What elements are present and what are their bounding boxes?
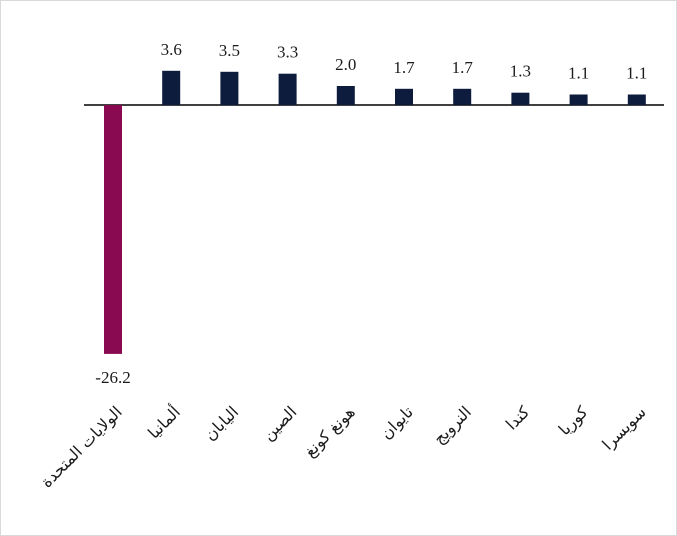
category-tick-label: تايوان [376,402,417,443]
category-tick-label: كوريا [555,402,593,440]
category-tick-label: ألمانيا [143,402,184,443]
category-tick-label: الولايات المتحدة [37,402,127,492]
bar [511,92,530,105]
category-tick-label: هونغ كونغ [300,402,359,461]
category-tick-label: النرويج [429,402,475,448]
bar-value-label: 1.7 [393,58,415,77]
bar-value-label: 1.7 [452,58,474,77]
bar [453,88,472,105]
category-tick-label: الصين [259,402,302,445]
bar [336,86,355,105]
bars-group [104,70,646,354]
value-labels-group: -26.2 3.6 3.5 3.3 2.0 1.7 1.7 1.3 1.1 1.1 [95,40,647,387]
bar [395,88,413,105]
bar [162,70,181,105]
bar [104,105,122,354]
bar-value-label: 3.6 [161,40,182,59]
bar-value-label: -26.2 [95,368,130,387]
category-tick-label: اليابان [200,402,242,444]
bar [278,73,297,105]
bar-value-label: 3.3 [277,43,298,62]
category-labels-group: الولايات المتحدة ألمانيا اليابان الصين هونغ … [37,402,650,492]
bar [220,71,239,106]
bar [627,94,646,105]
bar-value-label: 1.1 [568,64,589,83]
bar-value-label: 1.1 [626,64,647,83]
category-tick-label: كندا [502,402,534,434]
bar-value-label: 3.5 [219,41,240,60]
bar [569,94,588,105]
category-tick-label: سويسرا [598,402,650,454]
bar-value-label: 1.3 [510,62,531,81]
bar-value-label: 2.0 [335,55,356,74]
